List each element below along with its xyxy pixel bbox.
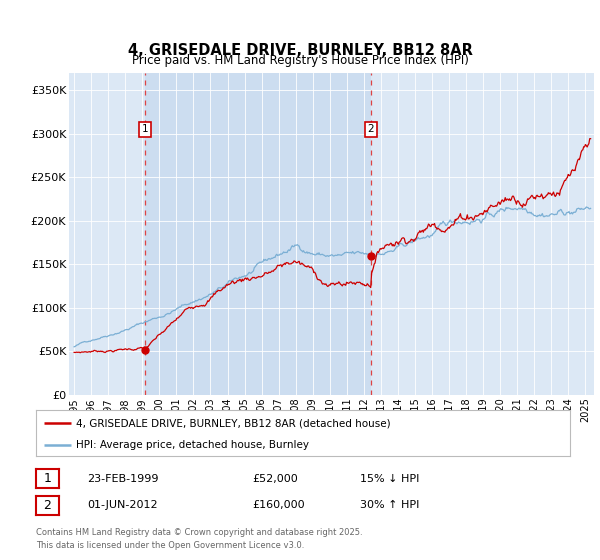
Text: £52,000: £52,000 xyxy=(252,474,298,484)
Text: 2: 2 xyxy=(368,124,374,134)
Text: 4, GRISEDALE DRIVE, BURNLEY, BB12 8AR (detached house): 4, GRISEDALE DRIVE, BURNLEY, BB12 8AR (d… xyxy=(76,418,391,428)
Text: 1: 1 xyxy=(43,472,52,486)
Text: 01-JUN-2012: 01-JUN-2012 xyxy=(87,500,158,510)
Text: 15% ↓ HPI: 15% ↓ HPI xyxy=(360,474,419,484)
Bar xyxy=(145,73,371,395)
Text: HPI: Average price, detached house, Burnley: HPI: Average price, detached house, Burn… xyxy=(76,440,309,450)
Text: 2: 2 xyxy=(43,498,52,512)
Text: Contains HM Land Registry data © Crown copyright and database right 2025.
This d: Contains HM Land Registry data © Crown c… xyxy=(36,528,362,550)
Text: 23-FEB-1999: 23-FEB-1999 xyxy=(87,474,158,484)
Text: 4, GRISEDALE DRIVE, BURNLEY, BB12 8AR: 4, GRISEDALE DRIVE, BURNLEY, BB12 8AR xyxy=(128,43,472,58)
Text: Price paid vs. HM Land Registry's House Price Index (HPI): Price paid vs. HM Land Registry's House … xyxy=(131,54,469,67)
Text: £160,000: £160,000 xyxy=(252,500,305,510)
Text: 30% ↑ HPI: 30% ↑ HPI xyxy=(360,500,419,510)
Text: 1: 1 xyxy=(142,124,148,134)
